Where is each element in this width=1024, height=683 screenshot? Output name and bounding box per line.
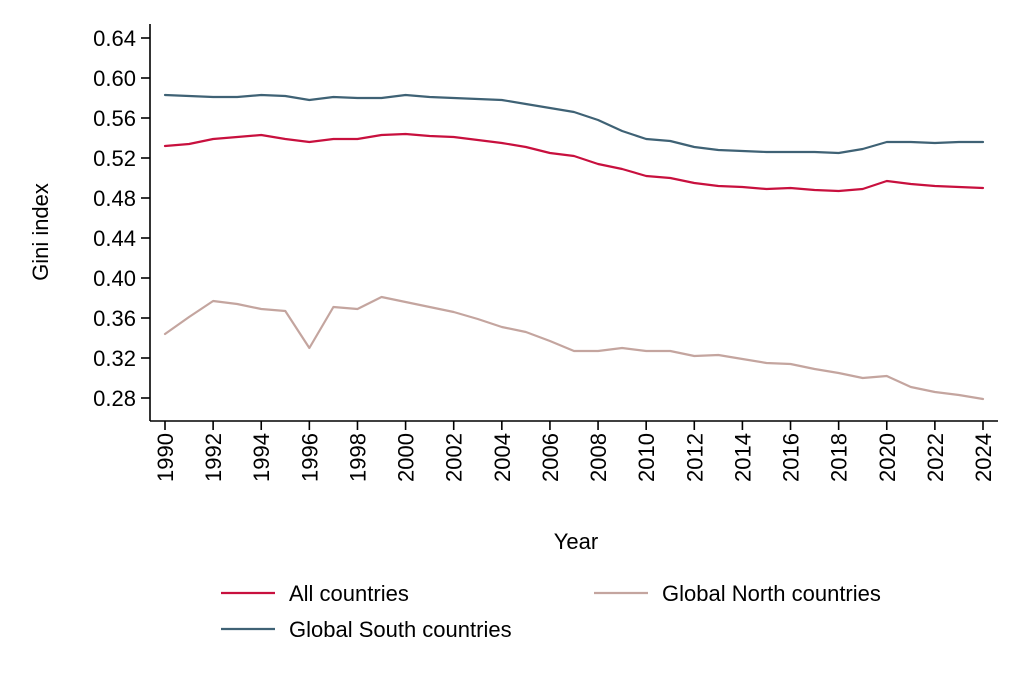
legend: All countries Global North countries Glo… [221, 581, 881, 642]
x-tick-label: 1994 [249, 433, 274, 482]
x-tick-label: 2012 [682, 433, 707, 482]
x-tick-label: 2024 [971, 433, 996, 482]
y-tick-label: 0.28 [93, 386, 136, 411]
y-tick-label: 0.32 [93, 346, 136, 371]
x-axis-ticks: 1990 1992 1994 1996 1998 2000 2002 2004 2006 2008… [153, 421, 996, 482]
y-tick-label: 0.48 [93, 186, 136, 211]
x-tick-label: 2008 [586, 433, 611, 482]
y-tick-label: 0.36 [93, 306, 136, 331]
x-tick-label: 2018 [827, 433, 852, 482]
y-tick-label: 0.40 [93, 266, 136, 291]
legend-label-all-countries: All countries [289, 581, 409, 606]
x-tick-label: 2000 [394, 433, 419, 482]
legend-item-all-countries: All countries [221, 581, 409, 606]
series-line-all-countries [163, 132, 985, 193]
x-axis-title: Year [554, 529, 598, 554]
x-tick-label: 2002 [442, 433, 467, 482]
legend-label-global-north: Global North countries [662, 581, 881, 606]
y-axis-title: Gini index [28, 183, 53, 281]
y-tick-label: 0.52 [93, 146, 136, 171]
x-tick-label: 2006 [538, 433, 563, 482]
x-tick-label: 2016 [779, 433, 804, 482]
y-axis-ticks: 0.28 0.32 0.36 0.40 0.44 0.48 0.52 0.56 0.60 0.64 [93, 26, 150, 411]
legend-item-global-south: Global South countries [221, 617, 512, 642]
y-tick-label: 0.64 [93, 26, 136, 51]
legend-item-global-north: Global North countries [594, 581, 881, 606]
x-tick-label: 1998 [345, 433, 370, 482]
x-tick-label: 1996 [297, 433, 322, 482]
y-tick-label: 0.44 [93, 226, 136, 251]
y-tick-label: 0.56 [93, 106, 136, 131]
x-tick-label: 2022 [923, 433, 948, 482]
chart-axes [149, 24, 998, 422]
legend-label-global-south: Global South countries [289, 617, 512, 642]
x-tick-label: 1992 [201, 433, 226, 482]
x-tick-label: 2020 [875, 433, 900, 482]
series-lines [163, 93, 985, 401]
series-line-global-south-countries [163, 93, 985, 155]
x-tick-label: 1990 [153, 433, 178, 482]
x-tick-label: 2010 [634, 433, 659, 482]
y-tick-label: 0.60 [93, 66, 136, 91]
x-tick-label: 2014 [730, 433, 755, 482]
series-line-global-north-countries [163, 295, 985, 401]
x-tick-label: 2004 [490, 433, 515, 482]
